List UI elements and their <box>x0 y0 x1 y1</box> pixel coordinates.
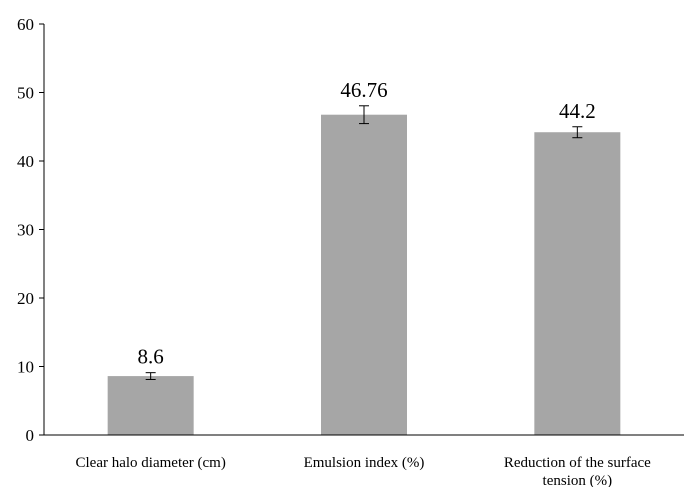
y-tick-label: 40 <box>17 152 34 171</box>
y-axis: 0 10 20 30 40 50 60 <box>17 15 45 445</box>
y-tick-label: 20 <box>17 289 34 308</box>
y-tick-label: 10 <box>17 358 34 377</box>
bar <box>321 114 407 435</box>
x-category-label-line: tension (%) <box>543 473 613 487</box>
data-label: 46.76 <box>340 78 387 102</box>
x-axis: Clear halo diameter (cm) Emulsion index (… <box>44 434 684 489</box>
y-tick-label: 60 <box>17 15 34 34</box>
error-bars <box>145 105 583 381</box>
x-category-label-line: Emulsion index (%) <box>304 455 425 471</box>
data-label: 44.2 <box>559 99 596 123</box>
x-category-label-line: Clear halo diameter (cm) <box>75 455 225 471</box>
data-label: 8.6 <box>138 345 164 369</box>
bars <box>107 114 621 436</box>
error-bar <box>572 126 583 139</box>
y-tick-label: 50 <box>17 84 34 103</box>
bar <box>107 376 194 435</box>
bar <box>534 132 621 436</box>
error-bar <box>145 372 156 381</box>
data-labels: 8.6 46.76 44.2 <box>138 78 596 369</box>
x-category-label-line: Reduction of the surface <box>504 455 651 471</box>
error-bar <box>359 105 369 125</box>
x-category-label: Reduction of the surface tension (%) <box>504 455 651 487</box>
y-tick-label: 0 <box>26 426 35 445</box>
x-category-label: Clear halo diameter (cm) <box>75 455 225 471</box>
y-tick-label: 30 <box>17 221 34 240</box>
x-category-label: Emulsion index (%) <box>304 455 425 471</box>
